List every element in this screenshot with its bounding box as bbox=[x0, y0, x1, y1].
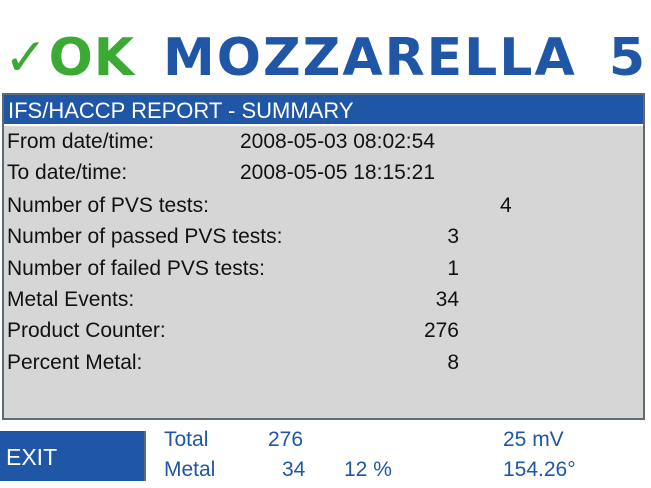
row-value: 1 bbox=[447, 257, 459, 280]
row-label: Number of PVS tests: bbox=[7, 194, 209, 217]
check-icon: ✓ bbox=[4, 28, 49, 88]
row-label: Product Counter: bbox=[7, 319, 166, 342]
row-label: Metal Events: bbox=[7, 288, 135, 311]
row-pvs-tests: Number of PVS tests: 4 bbox=[4, 191, 643, 222]
row-passed-pvs: Number of passed PVS tests: 3 bbox=[4, 222, 643, 253]
row-value: 4 bbox=[500, 194, 512, 217]
product-number: 5 bbox=[608, 28, 645, 88]
row-value: 8 bbox=[447, 351, 459, 374]
metal-value: 34 bbox=[282, 458, 306, 481]
row-value: 3 bbox=[447, 225, 459, 248]
row-label: To date/time: bbox=[7, 161, 128, 184]
product-name: MOZZARELLA bbox=[163, 28, 577, 88]
row-label: Number of failed PVS tests: bbox=[7, 257, 265, 280]
row-label: Number of passed PVS tests: bbox=[7, 225, 283, 248]
phase-value: 154.26° bbox=[503, 458, 576, 481]
report-title: IFS/HACCP REPORT - SUMMARY bbox=[4, 95, 643, 126]
row-value: 34 bbox=[435, 288, 459, 311]
status-text: OK bbox=[48, 28, 136, 88]
row-value: 2008-05-03 08:02:54 bbox=[240, 130, 435, 153]
row-label: From date/time: bbox=[7, 130, 155, 153]
exit-button[interactable]: EXIT bbox=[0, 431, 146, 481]
row-product-counter: Product Counter: 276 bbox=[4, 316, 643, 347]
row-value: 276 bbox=[423, 319, 459, 342]
header: ✓OK MOZZARELLA 5 bbox=[0, 0, 651, 92]
row-value: 2008-05-05 18:15:21 bbox=[240, 161, 435, 184]
total-label: Total bbox=[164, 428, 209, 451]
row-to-date: To date/time: 2008-05-05 18:15:21 bbox=[4, 158, 643, 189]
footer: EXIT Total 276 25 mV Metal 34 12 % 154.2… bbox=[0, 428, 651, 488]
status-ok: ✓OK bbox=[4, 28, 135, 88]
report-panel: IFS/HACCP REPORT - SUMMARY From date/tim… bbox=[2, 93, 645, 420]
metal-label: Metal bbox=[164, 458, 216, 481]
total-value: 276 bbox=[268, 428, 304, 451]
signal-value: 25 mV bbox=[503, 428, 564, 451]
row-label: Percent Metal: bbox=[7, 351, 143, 374]
row-metal-events: Metal Events: 34 bbox=[4, 285, 643, 316]
row-percent-metal: Percent Metal: 8 bbox=[4, 348, 643, 379]
row-from-date: From date/time: 2008-05-03 08:02:54 bbox=[4, 127, 643, 158]
row-failed-pvs: Number of failed PVS tests: 1 bbox=[4, 254, 643, 285]
metal-percent: 12 % bbox=[344, 458, 392, 481]
